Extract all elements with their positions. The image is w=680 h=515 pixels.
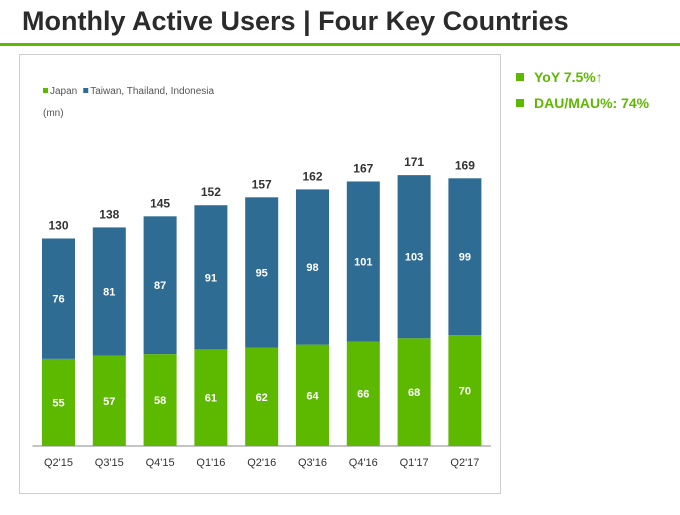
legend-label-1: Taiwan, Thailand, Indonesia	[90, 86, 214, 97]
bar-segment-others-4	[245, 197, 279, 348]
legend-swatch-1	[83, 88, 89, 93]
data-label-japan-5: 64	[306, 390, 319, 402]
x-tick-label-0: Q2'15	[44, 457, 73, 469]
bar-segment-others-6	[346, 181, 380, 342]
dau-mau-text: DAU/MAU%: 74%	[534, 95, 650, 111]
data-label-others-8: 99	[459, 252, 471, 264]
total-label-8: 169	[455, 158, 475, 172]
total-label-4: 157	[252, 177, 272, 191]
x-tick-label-6: Q4'16	[349, 457, 378, 469]
data-label-others-7: 103	[405, 252, 423, 264]
bar-segment-others-0	[42, 238, 75, 359]
data-label-others-1: 81	[103, 287, 115, 299]
bar-segment-others-3	[194, 205, 228, 350]
x-tick-label-4: Q2'16	[247, 457, 276, 469]
total-label-0: 130	[48, 218, 68, 232]
unit-label: (mn)	[43, 108, 64, 119]
title-underline	[0, 43, 680, 46]
bar-segment-others-7	[397, 175, 431, 339]
bar-segment-others-8	[448, 178, 482, 336]
x-tick-label-8: Q2'17	[450, 457, 479, 469]
chart-frame: Japan Taiwan, Thailand, Indonesia (mn) 55 76…	[19, 54, 501, 494]
data-label-others-6: 101	[354, 256, 372, 268]
total-label-7: 171	[404, 155, 424, 169]
data-label-japan-6: 66	[357, 389, 369, 401]
bar-segment-japan-1	[92, 355, 126, 446]
data-label-japan-3: 61	[205, 393, 217, 405]
data-label-others-4: 95	[256, 268, 268, 280]
data-label-japan-1: 57	[103, 396, 115, 408]
data-label-others-0: 76	[52, 294, 64, 306]
total-label-2: 145	[150, 196, 170, 210]
legend-label-0: Japan	[50, 86, 77, 97]
bar-segment-japan-6	[346, 341, 380, 446]
x-tick-label-2: Q4'15	[146, 457, 175, 469]
bar-segment-others-5	[296, 189, 329, 345]
data-label-others-5: 98	[306, 262, 318, 274]
dau-mau-note: DAU/MAU%: 74%	[516, 92, 649, 114]
data-label-japan-0: 55	[52, 397, 64, 409]
x-tick-label-5: Q3'16	[298, 457, 327, 469]
bullet-icon	[516, 73, 524, 81]
yoy-note: YoY 7.5%↑	[516, 66, 649, 88]
bar-segment-japan-3	[194, 349, 228, 446]
bar-segment-japan-7	[397, 338, 431, 446]
x-tick-label-1: Q3'15	[95, 457, 124, 469]
total-label-1: 138	[99, 207, 119, 221]
legend-swatch-0	[43, 88, 48, 93]
bar-segment-japan-4	[245, 347, 279, 446]
data-label-japan-4: 62	[256, 392, 268, 404]
bar-segment-others-2	[143, 216, 177, 355]
total-label-6: 167	[353, 161, 373, 175]
yoy-text: YoY 7.5%↑	[534, 69, 603, 85]
side-notes: YoY 7.5%↑ DAU/MAU%: 74%	[516, 66, 649, 118]
bar-segment-japan-2	[143, 354, 177, 446]
data-label-others-2: 87	[154, 280, 166, 292]
data-label-japan-7: 68	[408, 387, 420, 399]
total-label-5: 162	[302, 169, 322, 183]
bar-segment-japan-5	[296, 344, 329, 446]
x-tick-label-3: Q1'16	[196, 457, 225, 469]
x-tick-label-7: Q1'17	[400, 457, 429, 469]
data-label-others-3: 91	[205, 272, 217, 284]
bar-segment-japan-8	[448, 335, 482, 446]
data-label-japan-8: 70	[459, 386, 471, 398]
page-title: Monthly Active Users | Four Key Countrie…	[22, 6, 569, 36]
total-label-3: 152	[201, 185, 221, 199]
bar-segment-japan-0	[42, 358, 75, 446]
bullet-icon	[516, 99, 524, 107]
bar-segment-others-1	[92, 227, 126, 356]
data-label-japan-2: 58	[154, 395, 166, 407]
mau-stacked-bar-chart: Japan Taiwan, Thailand, Indonesia (mn) 55 76…	[32, 86, 491, 469]
